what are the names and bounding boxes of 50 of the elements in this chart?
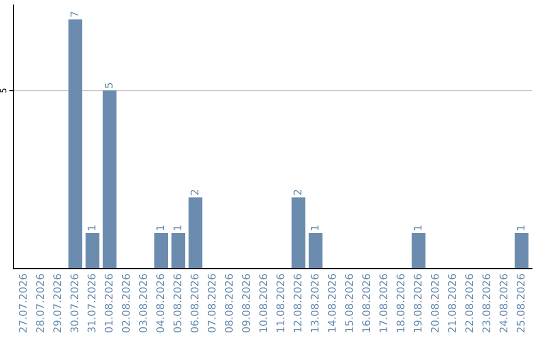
data-label: 1 xyxy=(414,226,422,230)
bar xyxy=(102,90,116,269)
data-label: 1 xyxy=(156,226,164,230)
x-tick-label: 13.08.2026 xyxy=(310,274,319,332)
x-tick-label: 20.08.2026 xyxy=(430,274,439,332)
x-tick-label: 22.08.2026 xyxy=(465,274,474,332)
x-tick-label: 08.08.2026 xyxy=(224,274,233,332)
x-tick-label: 30.07.2026 xyxy=(70,274,78,332)
x-tick-label: 01.08.2026 xyxy=(104,274,113,332)
data-label: 1 xyxy=(174,226,182,230)
x-tick-label: 16.08.2026 xyxy=(362,274,370,332)
bar xyxy=(412,232,426,269)
bar xyxy=(514,232,528,269)
bar xyxy=(292,197,306,269)
x-tick-label: 04.08.2026 xyxy=(156,274,164,332)
x-tick-label: 27.07.2026 xyxy=(18,274,27,332)
data-label: 2 xyxy=(294,190,302,195)
data-label: 1 xyxy=(310,226,318,230)
x-tick-label: 05.08.2026 xyxy=(173,274,182,332)
x-tick-label: 11.08.2026 xyxy=(276,274,284,332)
x-tick-label: 10.08.2026 xyxy=(259,274,268,332)
bar xyxy=(308,232,322,269)
x-tick-label: 14.08.2026 xyxy=(328,274,336,332)
bar xyxy=(86,232,100,269)
x-tick-label: 07.08.2026 xyxy=(208,274,216,332)
x-tick-label: 15.08.2026 xyxy=(345,274,353,332)
x-tick-label: 18.08.2026 xyxy=(396,274,404,332)
x-tick-label: 28.07.2026 xyxy=(36,274,44,332)
bar xyxy=(154,232,168,269)
data-label: 5 xyxy=(104,83,113,88)
x-tick-label: 06.08.2026 xyxy=(190,274,198,332)
x-tick-label: 03.08.2026 xyxy=(139,274,147,332)
x-tick-label: 25.08.2026 xyxy=(516,274,525,332)
x-tick-label: 23.08.2026 xyxy=(482,274,490,332)
bar xyxy=(188,197,202,269)
x-tick-label: 29.07.2026 xyxy=(53,274,62,332)
data-label: 7 xyxy=(70,12,78,17)
x-tick-label: 17.08.2026 xyxy=(379,274,388,332)
x-tick-label: 19.08.2026 xyxy=(414,274,422,332)
data-label: 1 xyxy=(516,226,524,230)
x-tick-label: 24.08.2026 xyxy=(500,274,508,332)
x-tick-label: 31.07.2026 xyxy=(88,274,96,332)
bar xyxy=(171,232,186,269)
x-tick-label: 12.08.2026 xyxy=(294,274,302,332)
data-label: 2 xyxy=(190,190,198,195)
x-tick-label: 09.08.2026 xyxy=(242,274,250,332)
x-tick-label: 02.08.2026 xyxy=(122,274,130,332)
data-label: 1 xyxy=(88,226,96,230)
bar xyxy=(68,19,82,269)
x-tick-label: 21.08.2026 xyxy=(448,274,456,332)
